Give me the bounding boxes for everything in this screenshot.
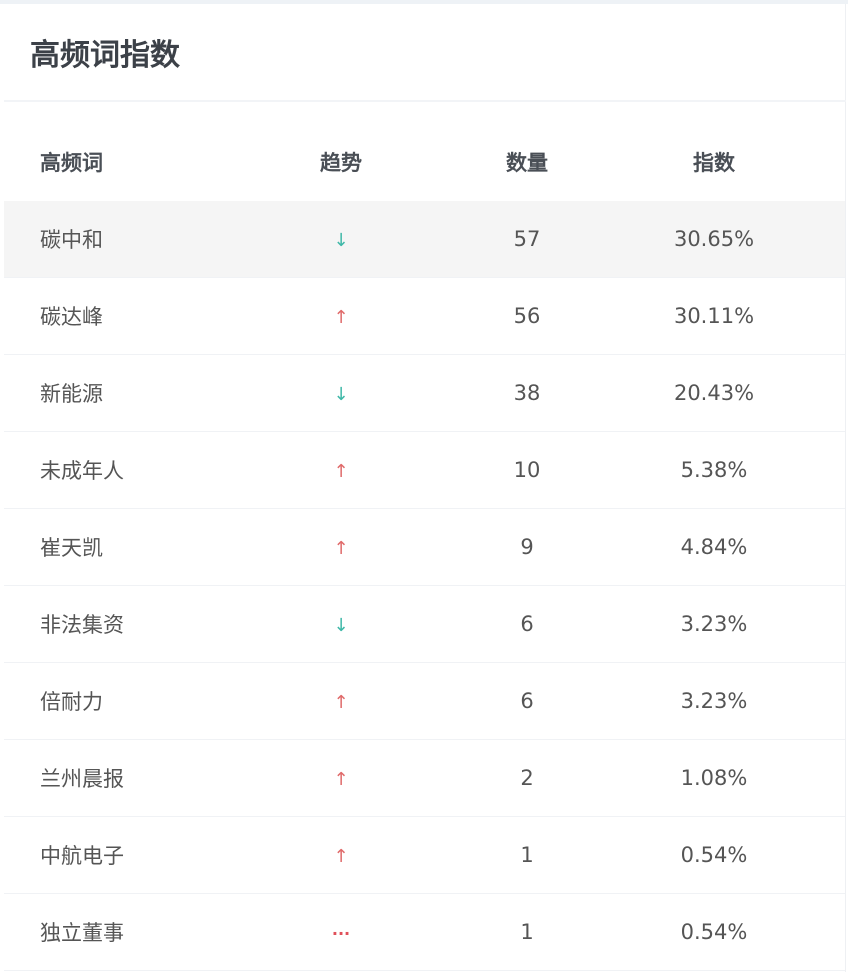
trend-cell: ↓ — [248, 612, 434, 636]
index-value: 20.43% — [673, 381, 755, 405]
count: 6 — [520, 689, 534, 713]
trend-down-icon: ↓ — [333, 230, 349, 251]
count: 1 — [520, 920, 534, 944]
keyword: 倍耐力 — [40, 690, 103, 714]
keyword: 碳达峰 — [40, 305, 103, 329]
trend-cell: ↓ — [248, 381, 434, 405]
keyword: 崔天凯 — [40, 536, 103, 560]
count: 6 — [520, 612, 534, 636]
trend-up-icon: ↑ — [333, 538, 349, 559]
count: 56 — [513, 304, 541, 328]
trend-cell: ↓ — [248, 227, 434, 251]
index-value: 3.23% — [680, 612, 748, 636]
right-border — [845, 4, 846, 972]
trend-up-icon: ↑ — [333, 846, 349, 867]
title-divider — [4, 100, 846, 102]
table-row[interactable]: 碳达峰 ↑ 56 30.11% — [4, 278, 845, 355]
header-trend[interactable]: 趋势 — [320, 150, 362, 175]
keyword: 新能源 — [40, 382, 103, 406]
index-value: 3.23% — [680, 689, 748, 713]
trend-cell: ↑ — [248, 689, 434, 713]
table-row[interactable]: 倍耐力 ↑ 6 3.23% — [4, 663, 845, 740]
index-value: 1.08% — [680, 766, 748, 790]
index-value: 30.65% — [673, 227, 755, 251]
keyword: 中航电子 — [40, 844, 124, 868]
count: 9 — [520, 535, 534, 559]
table-row[interactable]: 碳中和 ↓ 57 30.65% — [4, 201, 845, 278]
top-border — [0, 0, 848, 4]
index-value: 4.84% — [680, 535, 748, 559]
table-row[interactable]: 崔天凯 ↑ 9 4.84% — [4, 509, 845, 586]
keyword: 未成年人 — [40, 459, 124, 483]
page-title: 高频词指数 — [30, 38, 180, 73]
trend-cell: ↑ — [248, 535, 434, 559]
count: 38 — [513, 381, 541, 405]
index-value: 30.11% — [673, 304, 755, 328]
keyword: 碳中和 — [40, 228, 103, 252]
trend-up-icon: ↑ — [333, 307, 349, 328]
table-row[interactable]: 中航电子 ↑ 1 0.54% — [4, 817, 845, 894]
trend-down-icon: ↓ — [333, 384, 349, 405]
trend-flat-icon: ··· — [331, 924, 351, 943]
table-row[interactable]: 独立董事 ··· 1 0.54% — [4, 894, 845, 971]
count: 2 — [520, 766, 534, 790]
table-row[interactable]: 新能源 ↓ 38 20.43% — [4, 355, 845, 432]
table-row[interactable]: 兰州晨报 ↑ 2 1.08% — [4, 740, 845, 817]
trend-cell: ↑ — [248, 304, 434, 328]
count: 1 — [520, 843, 534, 867]
trend-up-icon: ↑ — [333, 692, 349, 713]
trend-up-icon: ↑ — [333, 769, 349, 790]
keyword: 非法集资 — [40, 613, 124, 637]
index-value: 5.38% — [680, 458, 748, 482]
count: 10 — [513, 458, 541, 482]
table-row[interactable]: 未成年人 ↑ 10 5.38% — [4, 432, 845, 509]
table-row[interactable]: 非法集资 ↓ 6 3.23% — [4, 586, 845, 663]
table-header: 高频词 趋势 数量 指数 — [4, 122, 845, 201]
count: 57 — [513, 227, 541, 251]
trend-cell: ↑ — [248, 766, 434, 790]
trend-cell: ··· — [248, 920, 434, 944]
keyword-table: 高频词 趋势 数量 指数 碳中和 ↓ 57 30.65% 碳达峰 ↑ 56 30.11% 新能源… — [4, 122, 845, 971]
keyword: 独立董事 — [40, 921, 124, 945]
trend-cell: ↑ — [248, 458, 434, 482]
trend-cell: ↑ — [248, 843, 434, 867]
trend-up-icon: ↑ — [333, 461, 349, 482]
header-word[interactable]: 高频词 — [40, 150, 103, 175]
header-count[interactable]: 数量 — [506, 150, 548, 175]
index-value: 0.54% — [680, 843, 748, 867]
header-index[interactable]: 指数 — [693, 150, 735, 175]
trend-down-icon: ↓ — [333, 615, 349, 636]
index-value: 0.54% — [680, 920, 748, 944]
keyword: 兰州晨报 — [40, 767, 124, 791]
